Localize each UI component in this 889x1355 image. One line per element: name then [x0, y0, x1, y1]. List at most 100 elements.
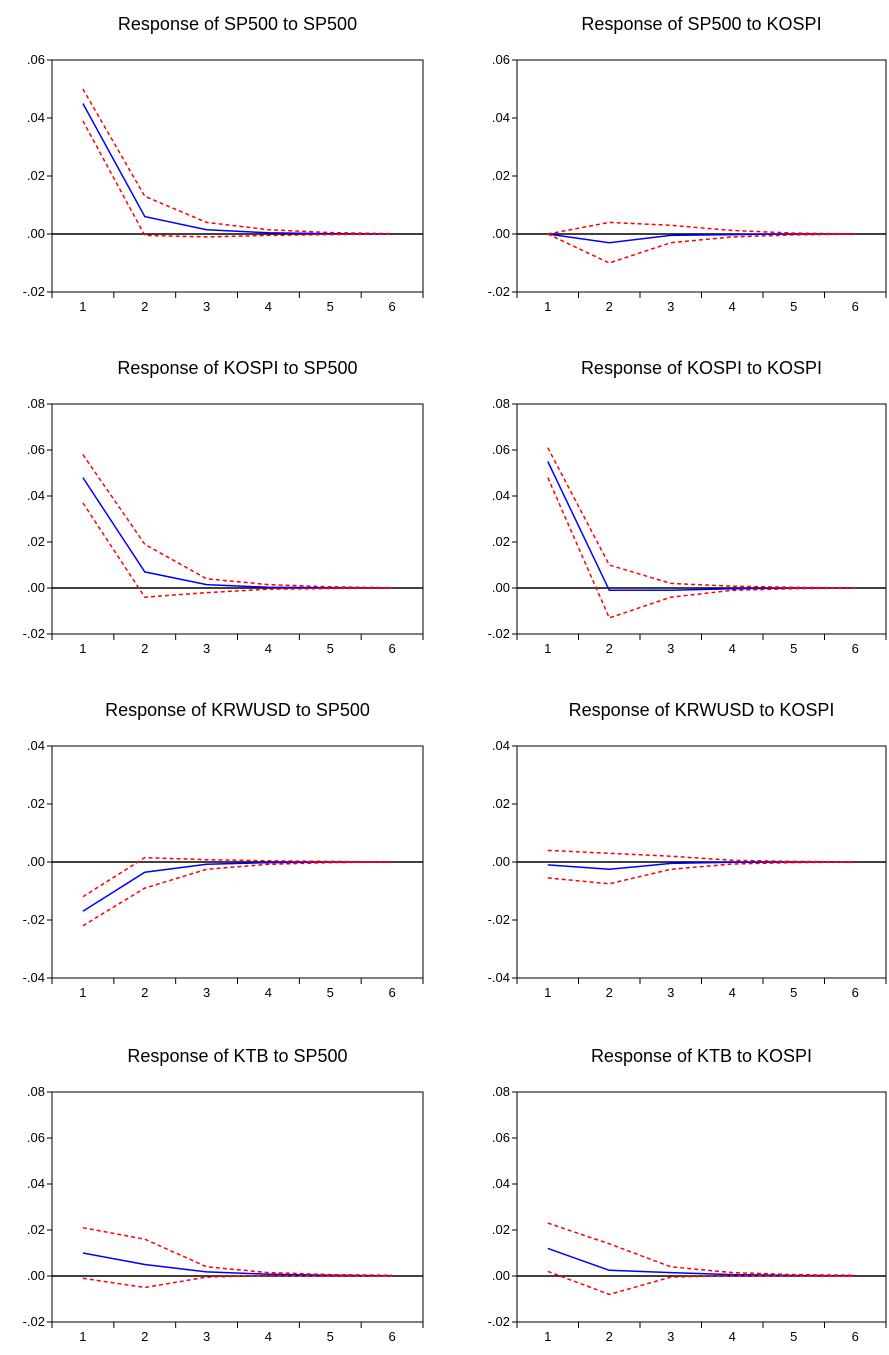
- c0-ytick-label: .00: [27, 226, 45, 241]
- c5-ytick-label: -.04: [488, 970, 510, 985]
- c0-xtick-label: 3: [203, 299, 210, 314]
- c2-xtick-label: 2: [141, 641, 148, 656]
- c1-xtick-label: 2: [606, 299, 613, 314]
- c1-xtick-label: 3: [667, 299, 674, 314]
- c4-ytick-label: -.02: [23, 912, 45, 927]
- c2-xtick-label: 3: [203, 641, 210, 656]
- c0-ytick-label: .02: [27, 168, 45, 183]
- c0-ytick-label: -.02: [23, 284, 45, 299]
- c3-ytick-label: -.02: [488, 626, 510, 641]
- c7-ytick-label: .04: [492, 1176, 510, 1191]
- c7-upper-band-line: [547, 1222, 856, 1277]
- c6-response-line: [82, 1252, 393, 1277]
- c6-lower-band-line: [82, 1274, 393, 1289]
- c6-xtick-label: 6: [388, 1329, 395, 1344]
- c7-xtick-label: 2: [606, 1329, 613, 1344]
- c2-xtick-label: 4: [265, 641, 272, 656]
- c0-upper-band-line: [82, 88, 393, 235]
- c4-xtick-label: 4: [265, 985, 272, 1000]
- c2-ytick-label: .00: [27, 580, 45, 595]
- c3-title: Response of KOSPI to KOSPI: [581, 358, 822, 378]
- c7-xtick-label: 3: [667, 1329, 674, 1344]
- c4-response-line: [82, 861, 393, 912]
- c6-ytick-label: .02: [27, 1222, 45, 1237]
- chart-kospi-to-kospi: Response of KOSPI to KOSPI .08 .06 .04 .02 .0…: [488, 358, 887, 656]
- c0-xtick-label: 2: [141, 299, 148, 314]
- c5-upper-band-line: [547, 849, 856, 863]
- c6-ytick-label: .06: [27, 1130, 45, 1145]
- c2-ytick-label: .04: [27, 488, 45, 503]
- c0-response-line: [82, 103, 393, 235]
- c4-xtick-label: 1: [79, 985, 86, 1000]
- c5-ytick-label: .04: [492, 738, 510, 753]
- c2-title: Response of KOSPI to SP500: [117, 358, 357, 378]
- c1-xtick-label: 1: [544, 299, 551, 314]
- c1-xtick-label: 6: [852, 299, 859, 314]
- c2-xtick-label: 1: [79, 641, 86, 656]
- c1-ytick-label: .02: [492, 168, 510, 183]
- c4-ytick-label: -.04: [23, 970, 45, 985]
- c6-xtick-label: 4: [265, 1329, 272, 1344]
- c2-plot-frame: [51, 403, 424, 635]
- c3-xtick-label: 2: [606, 641, 613, 656]
- c4-xtick-label: 3: [203, 985, 210, 1000]
- c1-lower-band-line: [547, 233, 856, 264]
- c2-xtick-label: 6: [388, 641, 395, 656]
- c2-ytick-label: .06: [27, 442, 45, 457]
- c5-xtick-label: 2: [606, 985, 613, 1000]
- c3-ytick-label: .00: [492, 580, 510, 595]
- c6-ytick-label: .04: [27, 1176, 45, 1191]
- c2-upper-band-line: [82, 454, 393, 589]
- c5-xtick-label: 5: [790, 985, 797, 1000]
- c0-xtick-label: 1: [79, 299, 86, 314]
- c3-ytick-label: .06: [492, 442, 510, 457]
- c4-xtick-label: 6: [388, 985, 395, 1000]
- c0-xtick-label: 6: [388, 299, 395, 314]
- c7-ytick-label: .02: [492, 1222, 510, 1237]
- c6-xtick-label: 3: [203, 1329, 210, 1344]
- chart-sp500-to-kospi: Response of SP500 to KOSPI .06 .04 .02 .00 -.…: [488, 14, 887, 314]
- c2-ytick-label: .02: [27, 534, 45, 549]
- c4-ytick-label: .02: [27, 796, 45, 811]
- c5-ytick-label: .00: [492, 854, 510, 869]
- c7-plot-frame: [516, 1091, 887, 1323]
- chart-krwusd-to-kospi: Response of KRWUSD to KOSPI .04 .02 .00 -.02…: [488, 700, 887, 1000]
- c7-lower-band-line: [547, 1270, 856, 1296]
- c1-ytick-label: .06: [492, 52, 510, 67]
- c6-ytick-label: .08: [27, 1084, 45, 1099]
- c6-xtick-label: 1: [79, 1329, 86, 1344]
- c1-xtick-label: 5: [790, 299, 797, 314]
- c2-ytick-label: -.02: [23, 626, 45, 641]
- c2-lower-band-line: [82, 502, 393, 598]
- c5-xtick-label: 1: [544, 985, 551, 1000]
- c4-title: Response of KRWUSD to SP500: [105, 700, 370, 720]
- c6-ytick-label: -.02: [23, 1314, 45, 1329]
- c3-xtick-label: 3: [667, 641, 674, 656]
- c5-title: Response of KRWUSD to KOSPI: [569, 700, 835, 720]
- chart-ktb-to-sp500: Response of KTB to SP500 .08 .06 .04 .02 .00 -…: [23, 1046, 424, 1344]
- c1-ytick-label: .04: [492, 110, 510, 125]
- c0-plot-frame: [51, 59, 424, 293]
- c4-ytick-label: .04: [27, 738, 45, 753]
- c1-plot-frame: [516, 59, 887, 293]
- c6-ytick-label: .00: [27, 1268, 45, 1283]
- c1-title: Response of SP500 to KOSPI: [581, 14, 821, 34]
- c7-response-line: [547, 1247, 856, 1277]
- c7-title: Response of KTB to KOSPI: [591, 1046, 812, 1066]
- c3-xtick-label: 4: [729, 641, 736, 656]
- c4-xtick-label: 5: [327, 985, 334, 1000]
- c3-response-line: [547, 461, 856, 592]
- chart-sp500-to-sp500: Response of SP500 to SP500 .06 .04 .02 .00 -.…: [23, 14, 424, 314]
- c3-xtick-label: 1: [544, 641, 551, 656]
- c2-ytick-label: .08: [27, 396, 45, 411]
- c4-lower-band-line: [82, 861, 393, 927]
- c7-xtick-label: 4: [729, 1329, 736, 1344]
- c7-ytick-label: .08: [492, 1084, 510, 1099]
- c7-xtick-label: 6: [852, 1329, 859, 1344]
- c3-xtick-label: 5: [790, 641, 797, 656]
- c5-xtick-label: 3: [667, 985, 674, 1000]
- c5-ytick-label: -.02: [488, 912, 510, 927]
- c7-ytick-label: .06: [492, 1130, 510, 1145]
- c0-ytick-label: .04: [27, 110, 45, 125]
- c5-lower-band-line: [547, 861, 856, 885]
